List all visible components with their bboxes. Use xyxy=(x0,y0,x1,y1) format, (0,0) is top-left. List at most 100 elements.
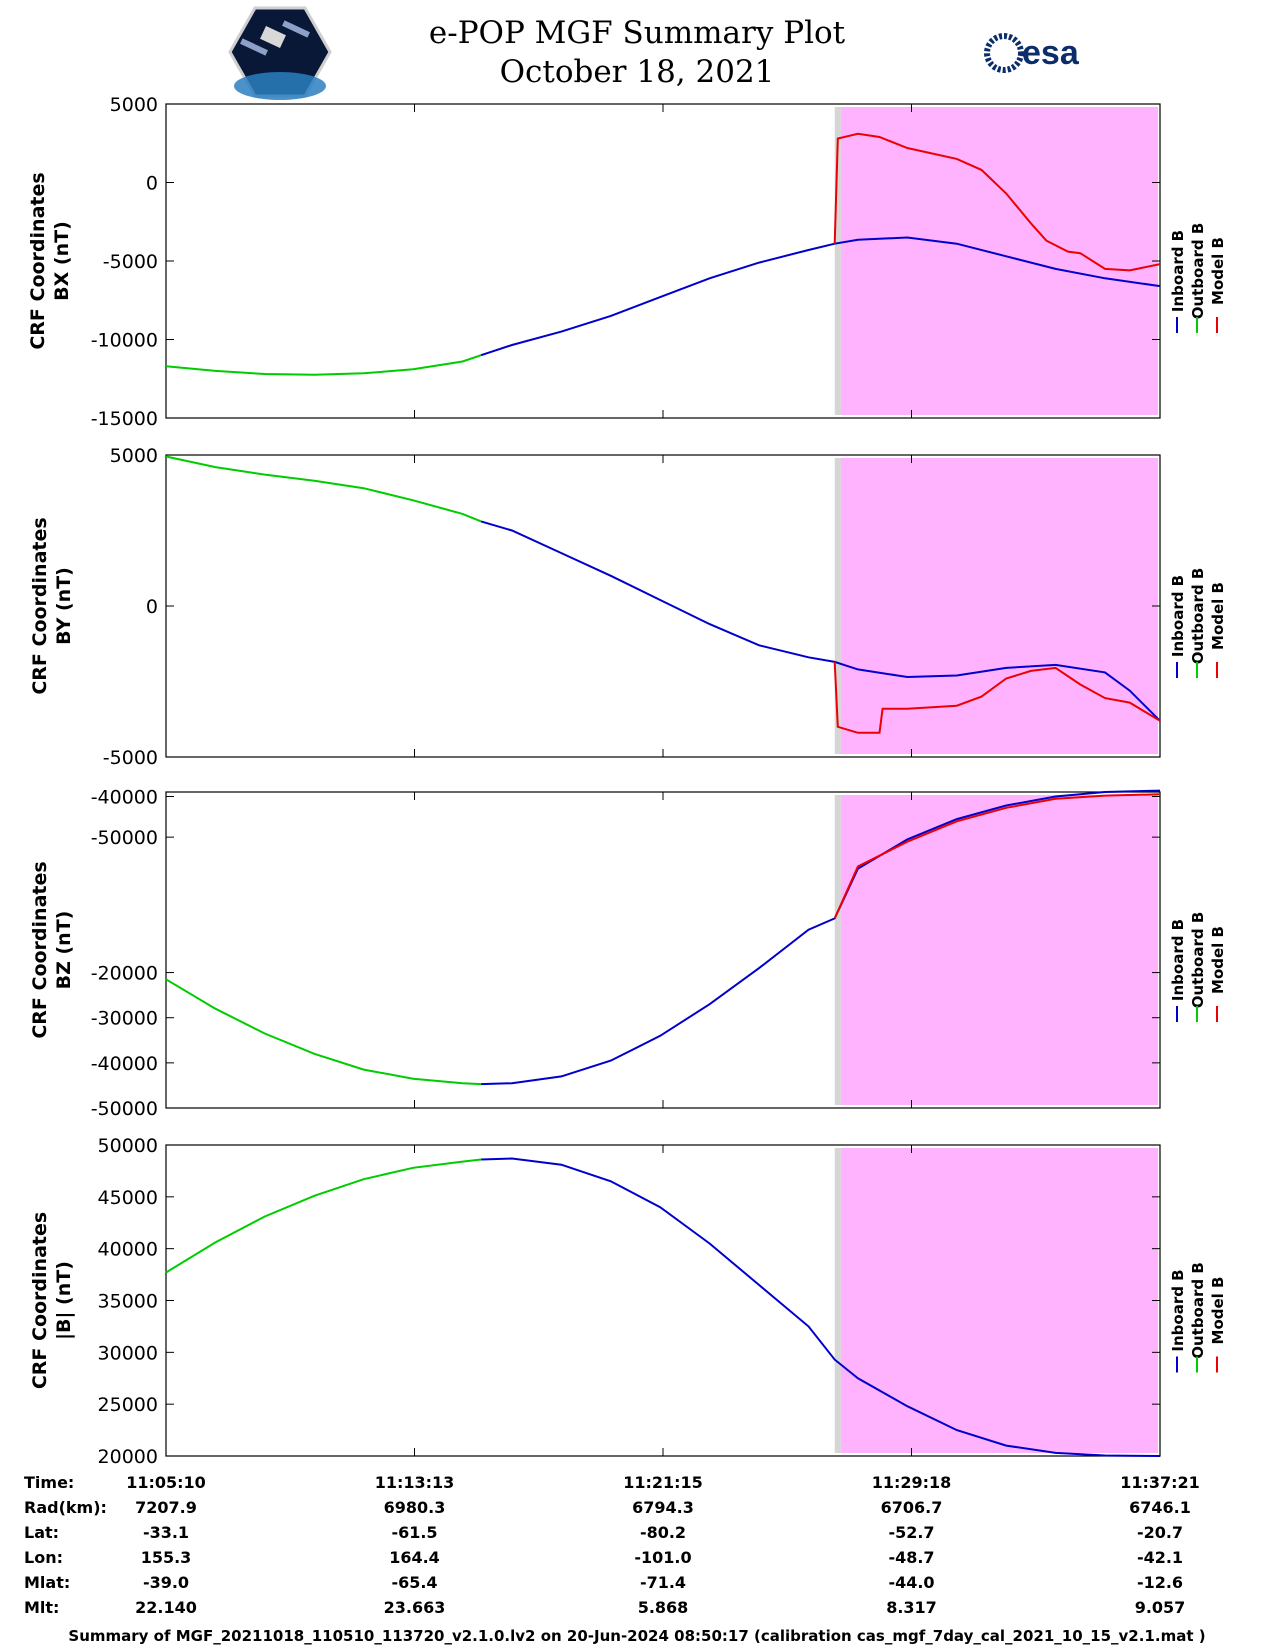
y-axis-label: BY (nT) xyxy=(53,567,75,645)
table-cell: 23.663 xyxy=(384,1598,446,1617)
table-cell: -12.6 xyxy=(1137,1573,1183,1592)
y-tick-label: -5000 xyxy=(103,747,158,769)
table-cell: 11:05:10 xyxy=(126,1473,206,1492)
y-axis-label: CRF Coordinates xyxy=(29,1212,51,1389)
series-line-outboard-b xyxy=(165,978,482,1086)
y-tick-label: 35000 xyxy=(98,1291,158,1313)
table-cell: -61.5 xyxy=(391,1523,437,1542)
series-line-inboard-b xyxy=(481,789,1161,1086)
y-tick-label: -20000 xyxy=(91,963,158,985)
y-tick-label: 50000 xyxy=(98,1135,158,1157)
esa-logo-text: esa xyxy=(1022,34,1080,72)
panel-3: -50000 -40000 -30000 -20000 -50000 -40000 CRF … xyxy=(29,787,1227,1120)
y-tick-label: 0 xyxy=(146,173,158,195)
y-tick-label: 25000 xyxy=(98,1394,158,1416)
table-cell: -44.0 xyxy=(888,1573,934,1592)
y-tick-label: -5000 xyxy=(103,251,158,273)
y-tick-label: 30000 xyxy=(98,1342,158,1364)
series-line-model-b xyxy=(833,793,1161,919)
y-tick-label: -10000 xyxy=(91,330,158,352)
table-cell: -101.0 xyxy=(634,1548,691,1567)
table-cell: 8.317 xyxy=(886,1598,937,1617)
table-cell: -42.1 xyxy=(1137,1548,1183,1567)
legend-label: Outboard B xyxy=(1189,1262,1207,1359)
legend-label: Outboard B xyxy=(1189,223,1207,320)
y-tick-label: -50000 xyxy=(91,1098,158,1120)
y-tick-label: 40000 xyxy=(98,1239,158,1261)
legend-label: Inboard B xyxy=(1169,1269,1187,1351)
y-tick-label: -15000 xyxy=(91,408,158,430)
table-cell: 11:21:15 xyxy=(623,1473,703,1492)
legend: Inboard B Outboard B Model B xyxy=(1169,1262,1227,1373)
table-cell: -71.4 xyxy=(640,1573,686,1592)
legend: Inboard B Outboard B Model B xyxy=(1169,223,1227,333)
shaded-region xyxy=(840,458,1158,754)
legend-label: Model B xyxy=(1209,237,1227,305)
table-cell: 7207.9 xyxy=(135,1498,197,1517)
series-line-inboard-b xyxy=(480,236,1161,357)
table-row-label: Lon: xyxy=(24,1548,63,1567)
series-line-model-b xyxy=(833,661,1161,734)
legend: Inboard B Outboard B Model B xyxy=(1169,568,1227,678)
series-line-outboard-b xyxy=(165,354,482,376)
y-tick-label: 20000 xyxy=(98,1446,158,1468)
y-tick-label: -50000 xyxy=(91,827,158,849)
y-tick-label: 0 xyxy=(146,596,158,618)
esa-logo: esa xyxy=(984,33,1080,73)
series-line-outboard-b xyxy=(165,1158,482,1274)
table-cell: 6980.3 xyxy=(384,1498,446,1517)
table-cell: 6706.7 xyxy=(881,1498,943,1517)
table-cell: -80.2 xyxy=(640,1523,686,1542)
legend-label: Outboard B xyxy=(1189,568,1207,665)
y-axis-label: BX (nT) xyxy=(51,221,73,301)
table-cell: 6746.1 xyxy=(1129,1498,1191,1517)
legend-label: Inboard B xyxy=(1169,919,1187,1001)
table-cell: -65.4 xyxy=(391,1573,437,1592)
y-tick-label: -30000 xyxy=(91,1008,158,1030)
table-cell: 9.057 xyxy=(1135,1598,1186,1617)
series-line-model-b xyxy=(833,132,1161,272)
table-cell: 164.4 xyxy=(389,1548,440,1567)
legend-label: Model B xyxy=(1209,582,1227,650)
table-cell: 5.868 xyxy=(638,1598,689,1617)
legend-label: Model B xyxy=(1209,1277,1227,1345)
y-axis-label: |B| (nT) xyxy=(53,1261,75,1340)
series-line-inboard-b xyxy=(481,1157,1161,1457)
y-axis-label: CRF Coordinates xyxy=(27,172,49,349)
y-axis-label: CRF Coordinates xyxy=(29,861,51,1038)
y-axis-label: BZ (nT) xyxy=(53,911,75,990)
y-tick-label: 5000 xyxy=(110,445,158,467)
table-row-label: Lat: xyxy=(24,1523,59,1542)
panel-2: 5000 0 -5000 CRF Coordinates BY (nT) Inboard … xyxy=(29,445,1227,769)
legend-label: Inboard B xyxy=(1169,230,1187,312)
plot-title: e-POP MGF Summary Plot xyxy=(429,15,846,51)
table-cell: -33.1 xyxy=(143,1523,189,1542)
data-gap-region xyxy=(834,458,841,754)
table-cell: -48.7 xyxy=(888,1548,934,1567)
legend: Inboard B Outboard B Model B xyxy=(1169,912,1227,1022)
footer-caption: Summary of MGF_20211018_110510_113720_v2… xyxy=(68,1627,1205,1645)
shaded-region xyxy=(840,795,1158,1105)
table-row-label: Mlt: xyxy=(24,1598,59,1617)
shaded-region xyxy=(840,107,1158,415)
panel-4: 50000 45000 40000 35000 30000 25000 20000 CRF C… xyxy=(29,1135,1227,1468)
table-row-label: Mlat: xyxy=(24,1573,70,1592)
shaded-region xyxy=(840,1148,1158,1453)
table-row-label: Rad(km): xyxy=(24,1498,107,1517)
table-cell: 11:29:18 xyxy=(872,1473,952,1492)
cassiope-logo xyxy=(228,6,332,100)
y-tick-label: -40000 xyxy=(91,787,158,809)
table-row-label: Time: xyxy=(24,1473,74,1492)
legend-label: Outboard B xyxy=(1189,912,1207,1009)
orbit-table: Time: 11:05:10 11:13:13 11:21:15 11:29:18 11:… xyxy=(24,1473,1200,1617)
y-tick-label: -40000 xyxy=(91,1053,158,1075)
table-cell: -39.0 xyxy=(143,1573,189,1592)
legend-label: Inboard B xyxy=(1169,575,1187,657)
table-cell: 11:13:13 xyxy=(375,1473,455,1492)
table-cell: 22.140 xyxy=(135,1598,197,1617)
legend-label: Model B xyxy=(1209,926,1227,994)
table-cell: -20.7 xyxy=(1137,1523,1183,1542)
panel-1: 5000 0 -5000 -10000 -15000 CRF Coordinates BX … xyxy=(27,94,1227,430)
table-cell: 11:37:21 xyxy=(1120,1473,1200,1492)
